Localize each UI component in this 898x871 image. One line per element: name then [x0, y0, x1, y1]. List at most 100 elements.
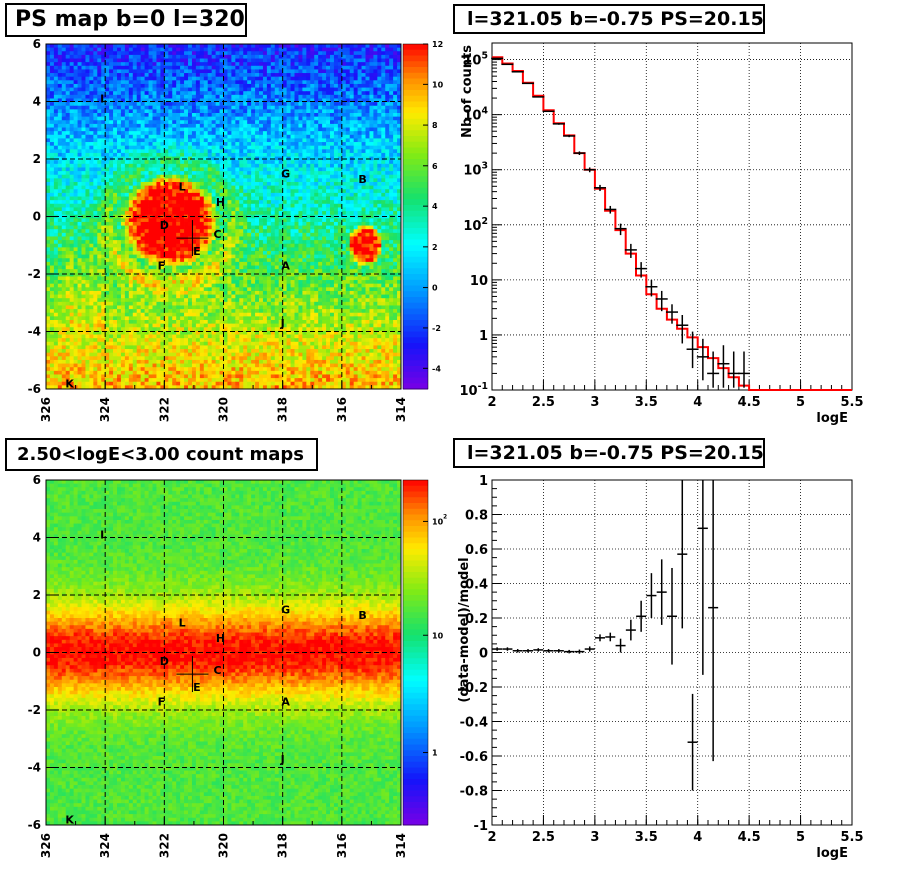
heatmap-cell: [294, 83, 299, 88]
heatmap-cell: [132, 240, 138, 245]
heatmap-cell: [270, 127, 276, 132]
heatmap-cell: [207, 232, 213, 237]
heatmap-cell: [46, 203, 51, 208]
heatmap-cell: [278, 185, 284, 190]
heatmap-cell: [207, 174, 213, 179]
heatmap-cell: [377, 185, 382, 190]
heatmap-cell: [73, 123, 78, 128]
heatmap-cell: [46, 145, 51, 150]
heatmap-cell: [211, 174, 217, 179]
heatmap-cell: [393, 51, 398, 56]
heatmap-cell: [349, 240, 355, 245]
heatmap-cell: [397, 207, 402, 212]
heatmap-cell: [191, 145, 197, 150]
heatmap-cell: [389, 221, 394, 226]
heatmap-cell: [184, 54, 189, 59]
heatmap-cell: [235, 116, 240, 121]
heatmap-cell: [69, 232, 75, 237]
heatmap-cell: [369, 65, 374, 70]
heatmap-cell: [117, 243, 122, 248]
heatmap-cell: [46, 189, 51, 194]
heatmap-cell: [365, 105, 370, 110]
heatmap-cell: [290, 138, 295, 143]
heatmap-cell: [211, 171, 217, 176]
heatmap-cell: [61, 54, 67, 59]
heatmap-cell: [93, 142, 98, 147]
heatmap-cell: [365, 134, 370, 139]
heatmap-cell: [223, 58, 228, 63]
heatmap-cell: [282, 91, 288, 96]
heatmap-cell: [337, 131, 343, 136]
heatmap-cell: [77, 65, 82, 70]
heatmap-cell: [180, 171, 185, 176]
heatmap-cell: [318, 113, 323, 118]
heatmap-cell: [215, 91, 220, 96]
heatmap-cell: [97, 232, 102, 237]
heatmap-cell: [188, 182, 193, 187]
heatmap-cell: [231, 120, 236, 125]
heatmap-cell: [136, 145, 142, 150]
heatmap-cell: [298, 145, 303, 150]
heatmap-cell: [89, 196, 94, 201]
heatmap-cell: [397, 134, 402, 139]
heatmap-cell: [168, 240, 173, 245]
heatmap-cell: [188, 225, 193, 230]
heatmap-cell: [330, 207, 335, 212]
heatmap-cell: [128, 120, 134, 125]
heatmap-cell: [274, 76, 280, 81]
heatmap-cell: [93, 221, 98, 226]
heatmap-cell: [345, 73, 351, 78]
heatmap-cell: [46, 142, 51, 147]
heatmap-cell: [365, 192, 370, 197]
heatmap-cell: [357, 127, 362, 132]
heatmap-cell: [290, 196, 295, 201]
heatmap-cell: [247, 192, 252, 197]
heatmap-cell: [180, 83, 185, 88]
heatmap-cell: [46, 127, 51, 132]
heatmap-cell: [298, 152, 303, 157]
heatmap-cell: [57, 47, 63, 52]
heatmap-cell: [357, 134, 362, 139]
heatmap-cell: [290, 131, 295, 136]
heatmap-cell: [231, 44, 236, 49]
heatmap-cell: [377, 131, 382, 136]
heatmap-cell: [227, 123, 232, 128]
heatmap-cell: [365, 76, 370, 81]
heatmap-cell: [349, 207, 355, 212]
heatmap-cell: [259, 94, 264, 99]
heatmap-cell: [132, 73, 138, 78]
heatmap-cell: [120, 58, 126, 63]
heatmap-cell: [105, 163, 110, 168]
heatmap-cell: [105, 54, 110, 59]
heatmap-cell: [322, 116, 327, 121]
heatmap-cell: [294, 80, 299, 85]
heatmap-cell: [46, 73, 51, 78]
heatmap-cell: [93, 196, 98, 201]
heatmap-cell: [262, 73, 268, 78]
heatmap-cell: [247, 163, 252, 168]
heatmap-cell: [65, 189, 71, 194]
heatmap-cell: [180, 163, 185, 168]
heatmap-cell: [262, 83, 268, 88]
heatmap-cell: [168, 171, 173, 176]
heatmap-cell: [349, 51, 355, 56]
heatmap-cell: [243, 91, 248, 96]
heatmap-cell: [389, 116, 394, 121]
heatmap-cell: [61, 62, 67, 67]
heatmap-cell: [357, 196, 362, 201]
heatmap-cell: [57, 211, 63, 216]
heatmap-cell: [373, 87, 378, 92]
heatmap-cell: [199, 87, 205, 92]
heatmap-cell: [227, 160, 232, 165]
heatmap-cell: [148, 44, 153, 49]
heatmap-cell: [148, 163, 153, 168]
heatmap-cell: [128, 152, 134, 157]
heatmap-cell: [128, 240, 134, 245]
heatmap-cell: [188, 69, 193, 74]
heatmap-cell: [298, 54, 303, 59]
heatmap-cell: [152, 80, 157, 85]
heatmap-cell: [207, 236, 213, 241]
heatmap-cell: [314, 189, 319, 194]
heatmap-cell: [326, 105, 331, 110]
heatmap-cell: [168, 243, 173, 248]
